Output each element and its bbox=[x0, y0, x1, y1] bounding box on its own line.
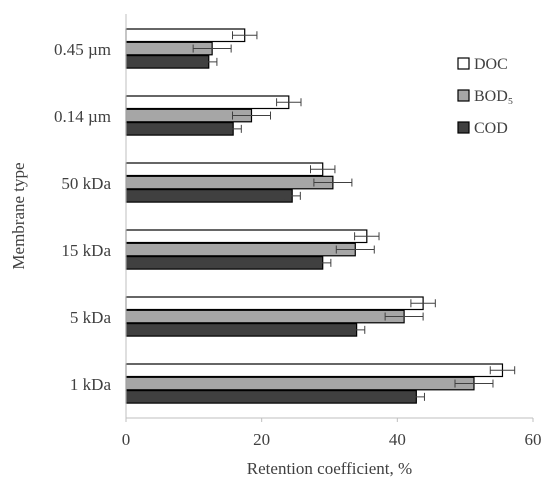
x-tick-label: 40 bbox=[389, 430, 406, 449]
x-tick-labels: 0 20 40 60 bbox=[122, 418, 542, 449]
bar-COD-2 bbox=[125, 189, 293, 203]
error-bar bbox=[489, 366, 516, 375]
error-bar bbox=[276, 98, 302, 107]
bar-COD-5 bbox=[125, 390, 417, 404]
legend-label: COD bbox=[474, 120, 508, 137]
error-bar bbox=[313, 178, 353, 187]
error-bar bbox=[347, 325, 366, 334]
category-labels: 0.45 µm 0.14 µm 50 kDa 15 kDa 5 kDa 1 kDa bbox=[54, 40, 111, 394]
bar-BOD₅-4 bbox=[125, 309, 405, 324]
x-tick-label: 20 bbox=[253, 430, 270, 449]
legend-item-BOD₅: BOD₅ bbox=[457, 88, 513, 105]
bar-BOD₅-5 bbox=[125, 376, 475, 391]
error-bar bbox=[231, 111, 271, 120]
bar-BOD₅-2 bbox=[125, 175, 334, 190]
error-bar bbox=[314, 258, 332, 267]
bar-DOC-5 bbox=[125, 363, 504, 378]
error-bar bbox=[384, 312, 424, 321]
legend-label: DOC bbox=[474, 56, 508, 73]
error-bar bbox=[335, 245, 375, 254]
legend-swatch bbox=[457, 121, 470, 134]
category-label: 1 kDa bbox=[70, 375, 112, 394]
category-label: 15 kDa bbox=[61, 241, 111, 260]
legend: DOC BOD₅ COD bbox=[457, 56, 513, 137]
bars-layer bbox=[125, 28, 516, 404]
error-bar bbox=[454, 379, 494, 388]
bar-DOC-3 bbox=[125, 229, 368, 244]
bar-BOD₅-3 bbox=[125, 242, 356, 257]
error-bar bbox=[354, 232, 380, 241]
x-tick-label: 0 bbox=[122, 430, 131, 449]
error-bar bbox=[283, 191, 301, 200]
error-bar bbox=[407, 392, 425, 401]
category-label: 5 kDa bbox=[70, 308, 112, 327]
legend-label: BOD₅ bbox=[474, 88, 513, 105]
legend-swatch bbox=[457, 89, 470, 102]
bar-COD-1 bbox=[125, 121, 234, 136]
bar-COD-4 bbox=[125, 323, 358, 337]
bar-DOC-4 bbox=[125, 296, 424, 311]
bar-DOC-1 bbox=[125, 95, 290, 110]
error-bar bbox=[310, 165, 336, 174]
y-axis-title: Membrane type bbox=[9, 162, 28, 269]
category-label: 0.45 µm bbox=[54, 40, 111, 59]
legend-item-DOC: DOC bbox=[457, 56, 508, 73]
legend-item-COD: COD bbox=[457, 120, 508, 137]
legend-swatch bbox=[457, 57, 470, 70]
error-bar bbox=[224, 124, 242, 133]
category-label: 50 kDa bbox=[61, 174, 111, 193]
error-bar bbox=[231, 31, 258, 40]
bar-DOC-2 bbox=[125, 162, 324, 177]
error-bar bbox=[410, 299, 436, 308]
error-bar bbox=[200, 57, 218, 66]
axes-layer bbox=[125, 14, 533, 419]
bar-COD-0 bbox=[125, 54, 210, 69]
category-label: 0.14 µm bbox=[54, 107, 111, 126]
x-axis-title: Retention coefficient, % bbox=[247, 459, 412, 478]
x-tick-label: 60 bbox=[525, 430, 542, 449]
error-bar bbox=[192, 44, 232, 53]
bar-COD-3 bbox=[125, 256, 324, 270]
bar-DOC-0 bbox=[125, 28, 246, 43]
